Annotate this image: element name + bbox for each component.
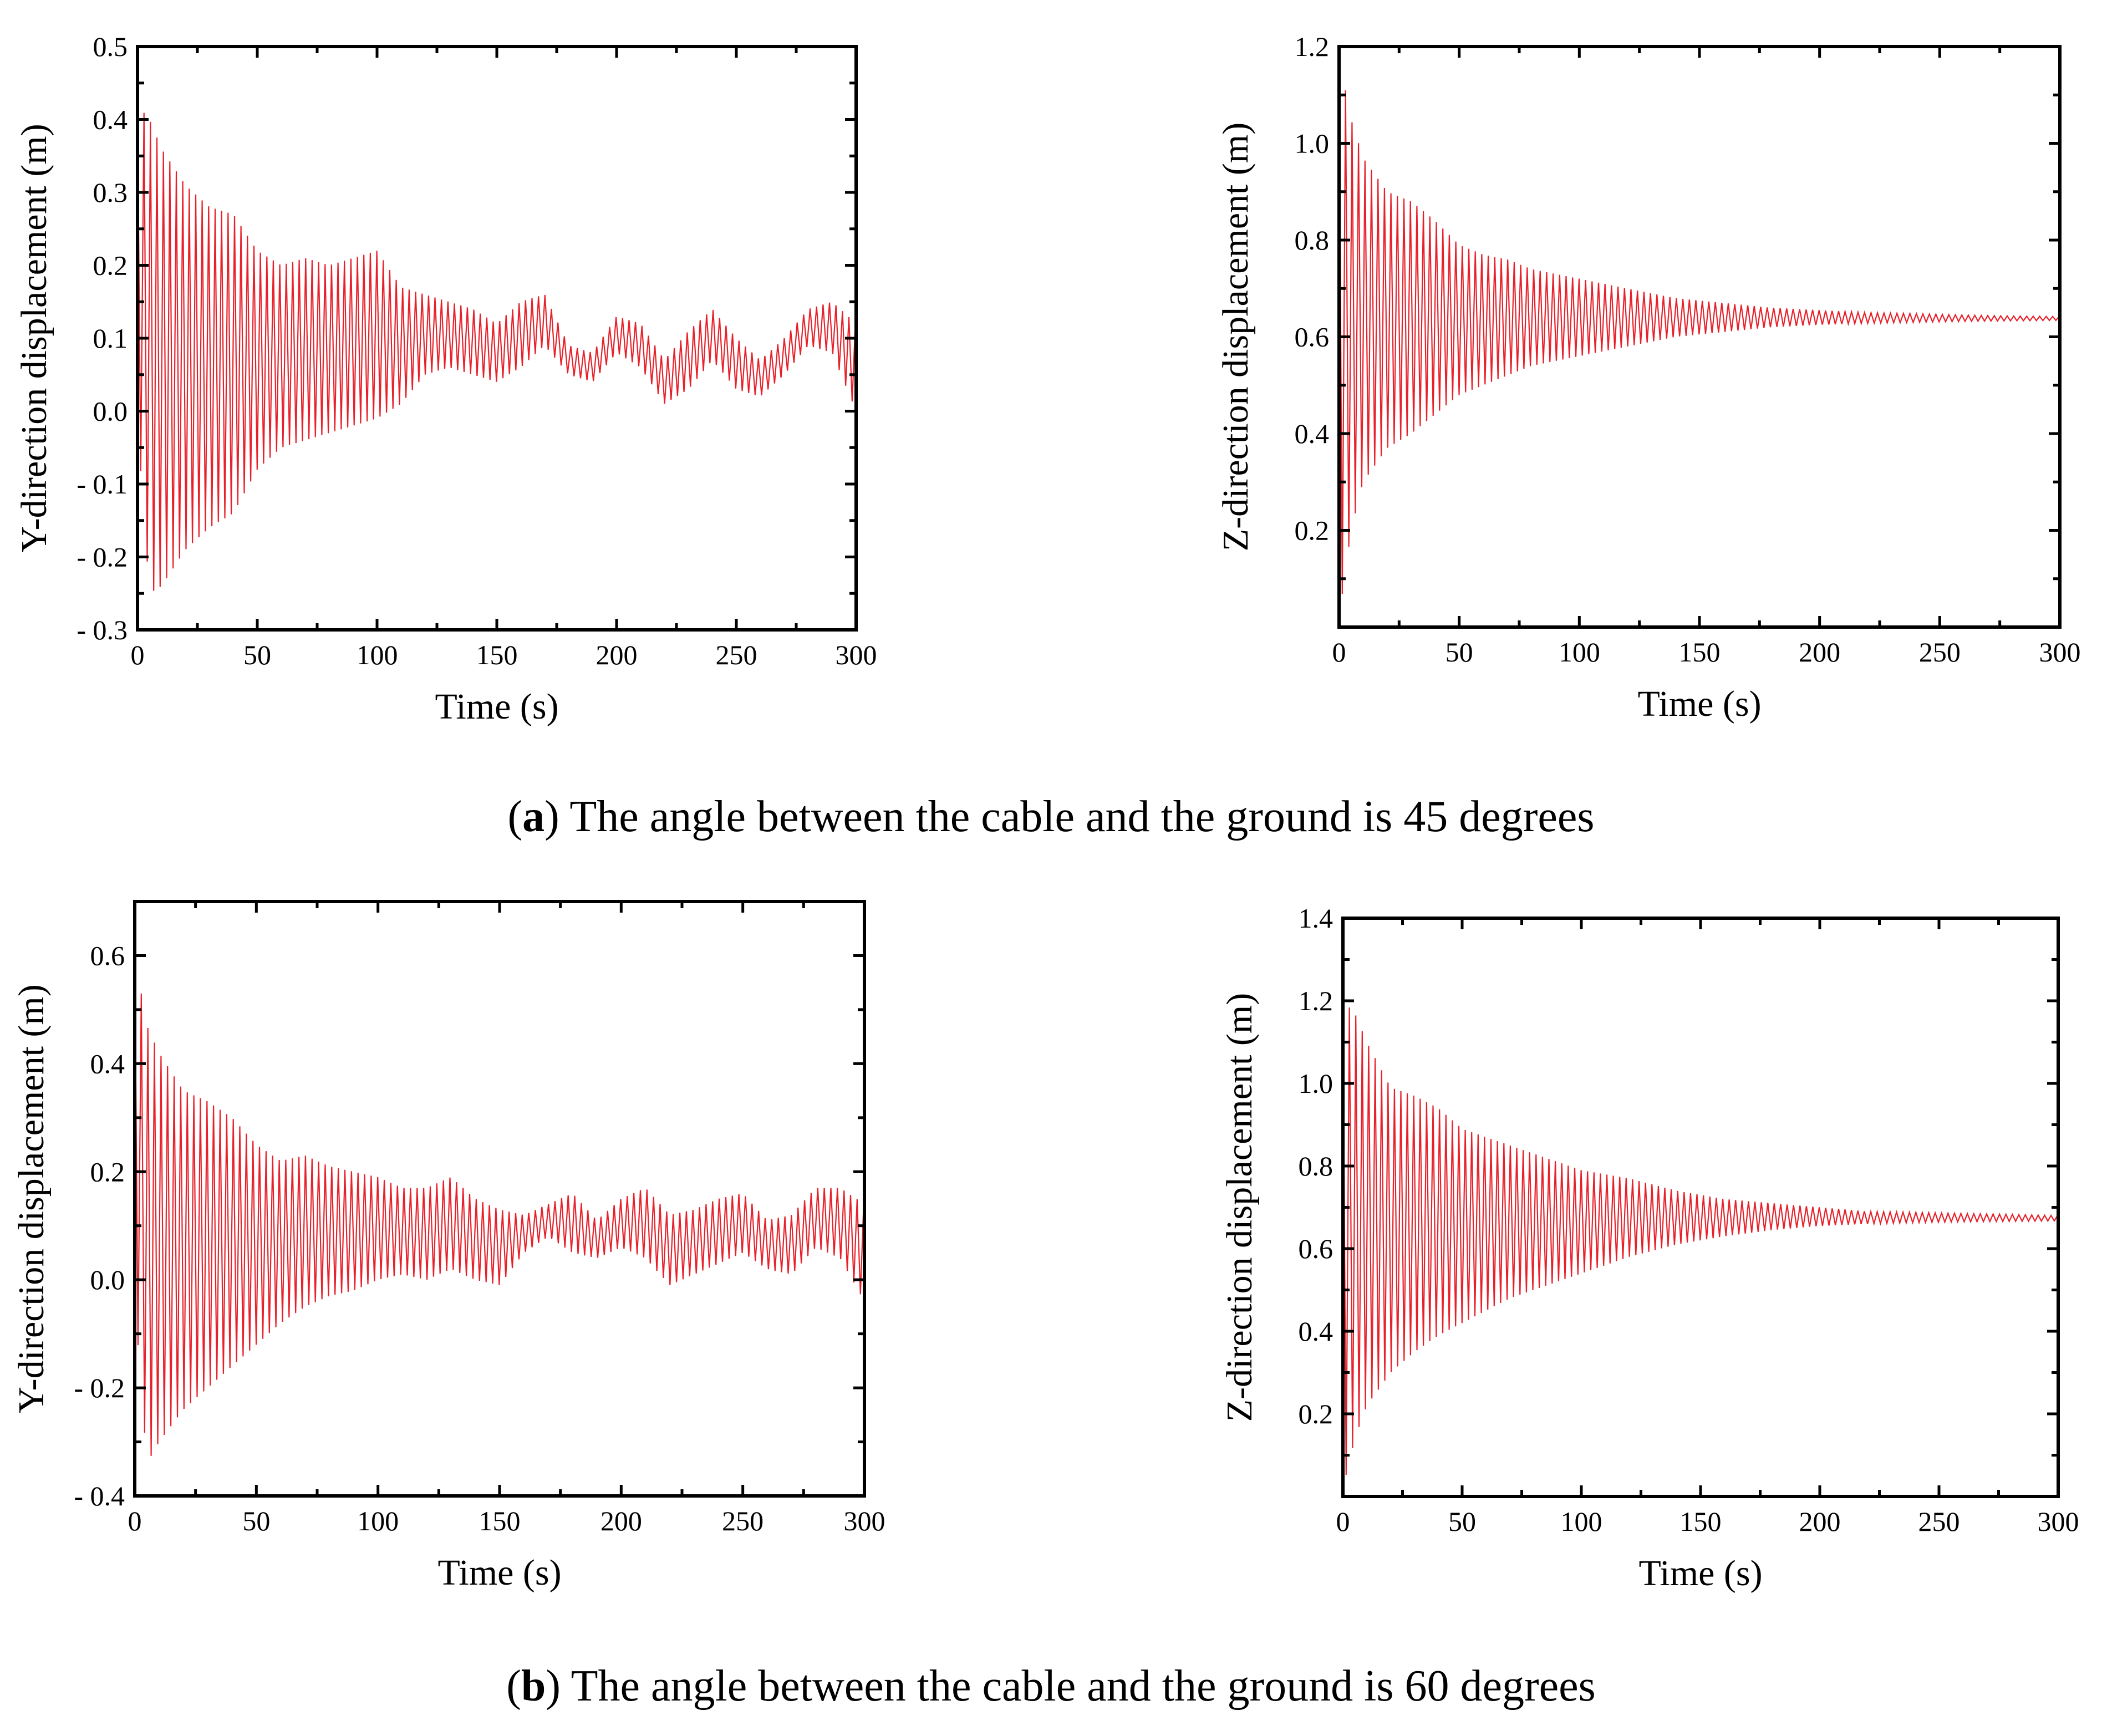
caption-b-letter: b (521, 1662, 546, 1710)
x-tick-label: 200 (596, 639, 638, 670)
y-tick-label: 0.6 (1295, 322, 1330, 353)
y-axis-title: Y-direction displacement (m) (11, 984, 52, 1413)
x-tick-label: 100 (357, 1505, 399, 1536)
x-tick-label: 250 (1919, 637, 1961, 668)
caption-b: (b) The angle between the cable and the … (0, 1661, 2102, 1712)
y-tick-label: 0.5 (93, 31, 128, 62)
plot-frame (133, 900, 866, 1498)
x-tick-label: 50 (242, 1505, 270, 1536)
x-tick-label: 200 (1799, 1506, 1841, 1537)
chart-a-y-displacement: 0 50 100 150 200 250 300 - 0.3 - 0.2 - 0.1 0.0 0.1 0… (14, 31, 877, 727)
x-tick-label: 100 (357, 639, 398, 670)
series-line-b-y (135, 955, 864, 1456)
caption-a-text: ) The angle between the cable and the gr… (544, 792, 1595, 841)
x-tick-label: 150 (1680, 1506, 1722, 1537)
chart-a-z-displacement: 0 50 100 150 200 250 300 0.2 0.4 0.6 0.8 1.0 1.2 Time… (1215, 31, 2081, 724)
plot-frame (136, 45, 858, 632)
x-tick-label: 250 (716, 639, 757, 670)
x-tick-label: 0 (131, 639, 145, 670)
y-tick-label: 1.2 (1299, 985, 1334, 1016)
series-line-b-z (1343, 1000, 2058, 1475)
y-axis-title: Z-direction displacement (m) (1215, 123, 1256, 551)
x-tick-label: 250 (722, 1505, 764, 1536)
x-axis-title: Time (s) (1638, 1553, 1762, 1594)
y-tick-label: 0.0 (90, 1264, 125, 1295)
caption-a: (a) The angle between the cable and the … (0, 792, 2102, 842)
series-line-a-z (1339, 56, 2060, 594)
x-axis-title: Time (s) (435, 686, 558, 727)
x-tick-label: 50 (1448, 1506, 1476, 1537)
y-tick-label: 1.4 (1299, 903, 1334, 934)
y-tick-label: 0.6 (90, 940, 125, 971)
chart-b-z-displacement: 0 50 100 150 200 250 300 0.2 0.4 0.6 0.8 1.0 1.2 1.4 T… (1219, 903, 2079, 1594)
y-tick-label: - 0.3 (77, 614, 128, 645)
y-tick-label: 0.4 (1299, 1316, 1334, 1347)
y-tick-label: 0.2 (1295, 515, 1330, 546)
x-tick-label: 0 (1332, 637, 1346, 668)
y-tick-label: 0.8 (1299, 1150, 1334, 1182)
y-tick-label: - 0.2 (77, 542, 128, 573)
y-tick-label: - 0.2 (74, 1372, 125, 1403)
caption-b-text: ) The angle between the cable and the gr… (546, 1662, 1596, 1710)
y-tick-label: 0.6 (1299, 1233, 1334, 1264)
x-tick-label: 150 (476, 639, 518, 670)
x-axis-title: Time (s) (437, 1552, 561, 1593)
chart-b-y-displacement: 0 50 100 150 200 250 300 - 0.4 - 0.2 0.0 0.2 0.4 0.6… (11, 900, 885, 1593)
x-tick-label: 0 (1336, 1506, 1350, 1537)
y-tick-label: 0.4 (93, 104, 128, 135)
x-tick-label: 150 (479, 1505, 521, 1536)
y-tick-label: 0.8 (1295, 225, 1330, 256)
y-tick-label: 0.1 (93, 323, 128, 354)
y-tick-label: 0.4 (1295, 418, 1330, 449)
x-tick-label: 300 (836, 639, 877, 670)
x-tick-label: 50 (243, 639, 271, 670)
y-tick-label: 0.3 (93, 177, 128, 208)
caption-a-open: ( (507, 792, 523, 841)
x-tick-label: 100 (1561, 1506, 1602, 1537)
x-axis-title: Time (s) (1637, 684, 1761, 724)
y-tick-label: 1.0 (1299, 1068, 1334, 1099)
y-tick-label: 0.2 (93, 250, 128, 281)
x-tick-label: 250 (1918, 1506, 1960, 1537)
x-tick-label: 300 (2038, 1506, 2079, 1537)
x-tick-label: 200 (600, 1505, 642, 1536)
x-tick-label: 150 (1679, 637, 1721, 668)
y-axis-title: Z-direction displacement (m) (1219, 993, 1260, 1422)
plot-frame (1341, 917, 2060, 1498)
y-tick-label: 1.2 (1295, 31, 1330, 62)
y-tick-label: 0.0 (93, 396, 128, 427)
x-tick-label: 0 (128, 1505, 142, 1536)
caption-b-open: ( (506, 1662, 521, 1710)
y-tick-label: - 0.4 (74, 1480, 125, 1511)
y-tick-label: 1.0 (1295, 128, 1330, 159)
y-tick-label: 0.2 (90, 1156, 125, 1187)
x-tick-label: 300 (2039, 637, 2081, 668)
x-tick-label: 100 (1559, 637, 1600, 668)
caption-a-letter: a (522, 792, 545, 841)
x-tick-label: 300 (844, 1505, 885, 1536)
y-tick-label: - 0.1 (77, 469, 128, 500)
x-tick-label: 50 (1446, 637, 1473, 668)
y-tick-label: 0.4 (90, 1048, 125, 1079)
series-line-a-y (138, 105, 856, 591)
y-tick-label: 0.2 (1299, 1398, 1334, 1429)
x-tick-label: 200 (1799, 637, 1840, 668)
y-axis-title: Y-direction displacement (m) (14, 124, 54, 552)
